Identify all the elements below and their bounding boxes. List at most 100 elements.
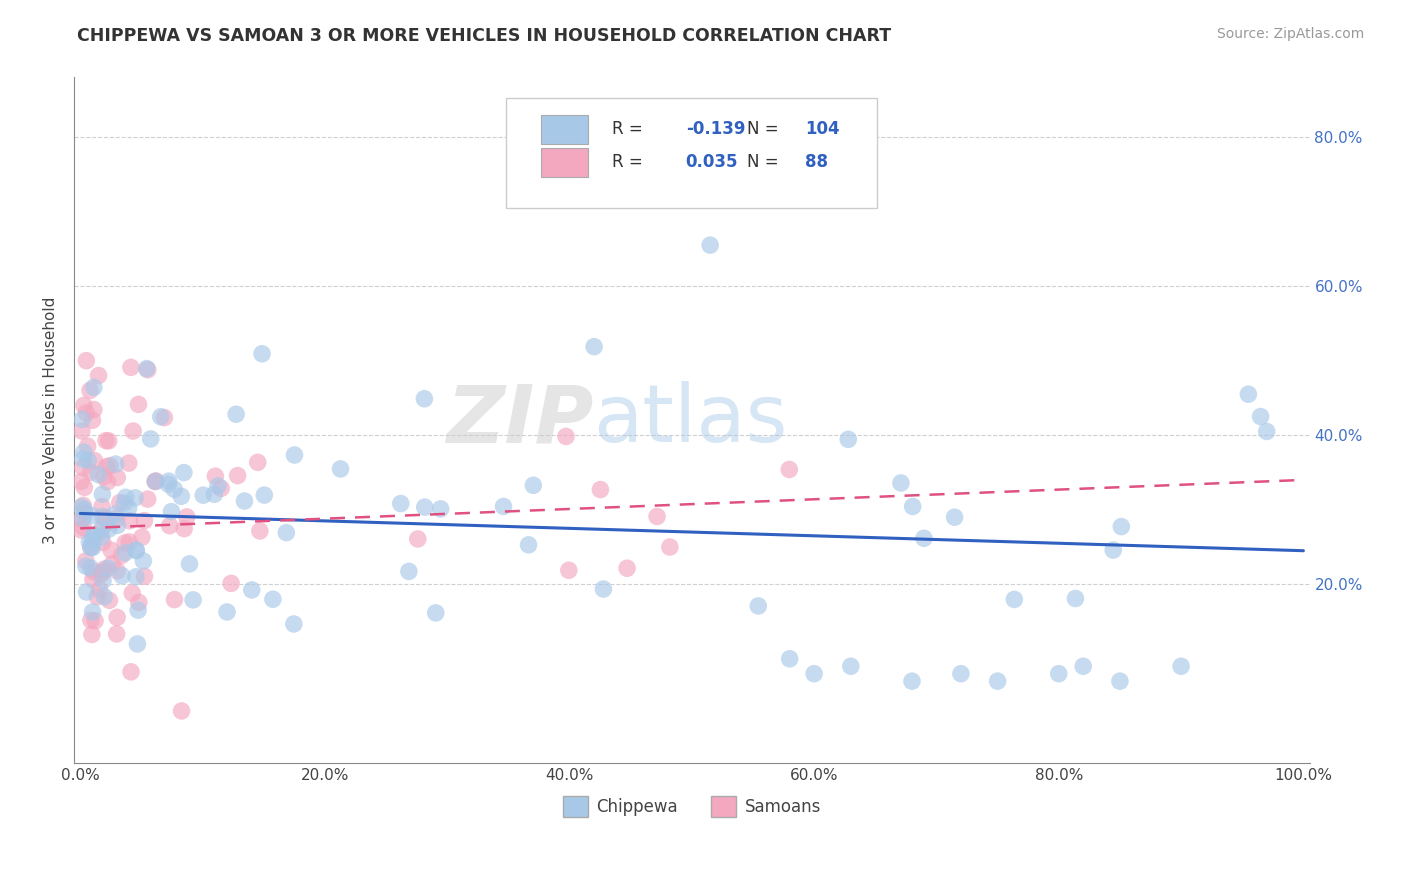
Point xyxy=(170,704,193,718)
Point xyxy=(145,475,167,489)
Point xyxy=(104,507,127,521)
Point xyxy=(517,538,540,552)
Point xyxy=(90,566,112,581)
Point xyxy=(82,605,104,619)
Point xyxy=(555,429,578,443)
Point xyxy=(157,474,180,488)
Point xyxy=(429,501,451,516)
Point xyxy=(75,554,97,568)
Point xyxy=(120,360,142,375)
Point xyxy=(82,573,104,587)
Point xyxy=(215,605,238,619)
Point xyxy=(87,368,110,383)
Point xyxy=(157,477,180,491)
Point xyxy=(803,666,825,681)
Point xyxy=(75,406,97,420)
Text: 0.035: 0.035 xyxy=(686,153,738,170)
Point xyxy=(204,469,226,483)
Point xyxy=(72,412,94,426)
Point xyxy=(76,585,98,599)
Point xyxy=(105,610,128,624)
Point xyxy=(240,582,263,597)
Point xyxy=(93,519,115,533)
Point xyxy=(73,445,96,459)
Point xyxy=(406,532,429,546)
Point xyxy=(616,561,638,575)
Point xyxy=(1256,425,1278,439)
Point xyxy=(110,549,132,563)
Point xyxy=(118,456,141,470)
Point xyxy=(73,480,96,494)
Point xyxy=(91,565,114,579)
Point xyxy=(98,593,121,607)
Point xyxy=(86,590,108,604)
Legend: Chippewa, Samoans: Chippewa, Samoans xyxy=(557,789,828,823)
Point xyxy=(117,501,139,516)
Point xyxy=(136,362,159,376)
Point xyxy=(901,674,924,689)
Point xyxy=(987,674,1010,689)
Point xyxy=(76,439,98,453)
Point xyxy=(163,482,186,496)
Point xyxy=(72,452,94,467)
Point xyxy=(413,500,436,515)
Point xyxy=(163,592,186,607)
Point xyxy=(583,340,606,354)
Text: 88: 88 xyxy=(806,153,828,170)
Point xyxy=(912,531,935,545)
Point xyxy=(105,511,128,525)
Point xyxy=(72,511,94,525)
Point xyxy=(105,564,128,578)
Point xyxy=(89,582,111,597)
Point xyxy=(179,557,201,571)
Point xyxy=(75,353,97,368)
Point xyxy=(70,500,93,514)
Point xyxy=(70,424,93,438)
Point xyxy=(128,595,150,609)
Point xyxy=(80,508,103,523)
Point xyxy=(93,469,115,483)
Point xyxy=(1064,591,1087,606)
Point xyxy=(592,582,614,596)
Point xyxy=(125,570,148,584)
Text: N =: N = xyxy=(748,153,779,170)
Point xyxy=(120,665,142,679)
Point xyxy=(93,562,115,576)
Point xyxy=(100,543,122,558)
Point xyxy=(949,666,972,681)
Point xyxy=(143,475,166,489)
Point xyxy=(943,510,966,524)
Point xyxy=(80,540,103,554)
Point xyxy=(329,462,352,476)
Point xyxy=(134,569,156,583)
Text: Source: ZipAtlas.com: Source: ZipAtlas.com xyxy=(1216,27,1364,41)
Point xyxy=(125,543,148,558)
Point xyxy=(127,637,149,651)
Point xyxy=(389,497,412,511)
Point xyxy=(97,434,120,448)
Point xyxy=(90,523,112,537)
Point xyxy=(233,494,256,508)
Point xyxy=(83,402,105,417)
Point xyxy=(249,524,271,538)
Point xyxy=(122,424,145,438)
Text: ZIP: ZIP xyxy=(446,381,593,459)
Point xyxy=(145,474,167,488)
Point xyxy=(70,512,93,526)
Point xyxy=(114,546,136,560)
Point xyxy=(398,565,420,579)
Point xyxy=(80,613,103,627)
Point xyxy=(72,499,94,513)
Point xyxy=(131,530,153,544)
Point xyxy=(219,576,242,591)
Point xyxy=(658,540,681,554)
Point xyxy=(79,561,101,575)
Point xyxy=(149,409,172,424)
Point xyxy=(778,462,800,476)
Point xyxy=(79,541,101,555)
Point xyxy=(83,380,105,394)
Text: 104: 104 xyxy=(806,120,841,138)
Point xyxy=(107,518,129,533)
Point xyxy=(118,514,141,528)
Point xyxy=(70,475,93,489)
